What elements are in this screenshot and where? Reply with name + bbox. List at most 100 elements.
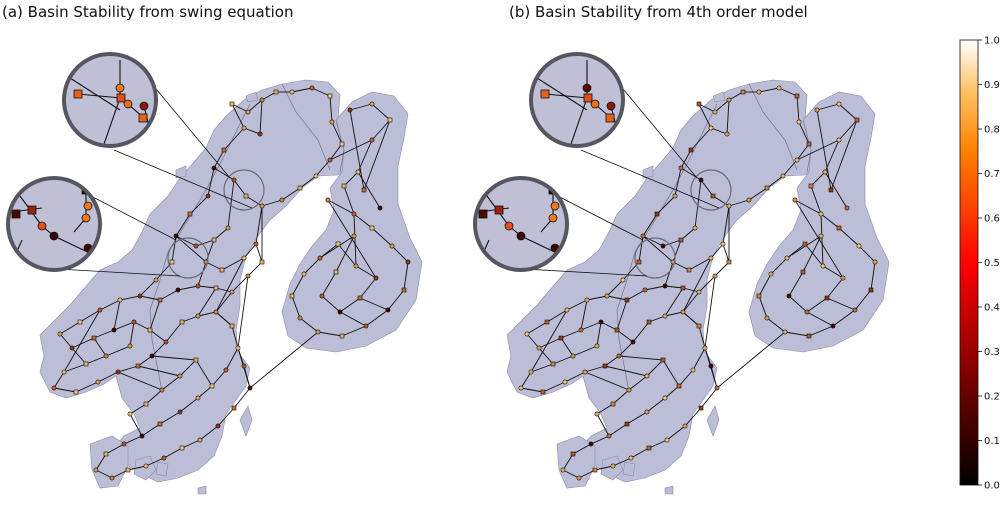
zoom-consumer-node	[504, 221, 514, 231]
transmission-line	[339, 311, 367, 327]
generator-node	[794, 93, 800, 99]
consumer-node	[301, 271, 307, 277]
transmission-line	[682, 287, 700, 293]
zoom-generator-node	[27, 205, 37, 215]
transmission-line	[770, 257, 788, 275]
transmission-line	[538, 337, 562, 349]
consumer-node	[764, 315, 770, 321]
transmission-line	[197, 285, 217, 289]
zoom-consumer-node	[139, 101, 149, 111]
transmission-line	[794, 199, 822, 215]
transmission-line	[227, 179, 235, 229]
transmission-line	[806, 297, 828, 313]
transmission-line	[357, 171, 381, 209]
transmission-line	[700, 387, 718, 409]
generator-node	[361, 187, 367, 193]
zoom-inset-content	[536, 60, 618, 145]
transmission-line	[728, 91, 744, 101]
transmission-line	[560, 329, 582, 339]
transmission-line	[159, 411, 181, 425]
consumer-node	[594, 411, 600, 417]
generator-node	[624, 297, 630, 303]
consumer-node	[97, 307, 103, 313]
transmission-line	[181, 439, 201, 449]
consumer-node	[153, 277, 159, 283]
consumer-node	[844, 205, 850, 211]
consumer-node	[195, 313, 201, 319]
generator-node	[339, 333, 345, 339]
consumer-node	[231, 177, 237, 183]
transmission-line	[700, 179, 714, 197]
consumer-node	[215, 423, 221, 429]
transmission-line	[337, 243, 357, 267]
consumer-node	[708, 125, 714, 131]
transmission-line	[117, 365, 139, 373]
transmission-line	[692, 347, 706, 371]
consumer-node	[289, 89, 295, 95]
transmission-line	[618, 355, 664, 361]
consumer-node	[604, 293, 610, 299]
panel-a-grid-lines	[53, 87, 409, 479]
transmission-line	[343, 171, 359, 187]
transmission-line	[175, 235, 207, 263]
transmission-line	[704, 275, 716, 349]
transmission-line	[552, 355, 574, 365]
consumer-node	[642, 287, 648, 293]
transmission-line	[195, 359, 213, 387]
consumer-node	[792, 197, 798, 203]
consumer-node	[726, 203, 732, 209]
transmission-line	[572, 443, 592, 455]
consumer-node	[768, 271, 774, 277]
transmission-line	[359, 277, 377, 299]
generator-node	[73, 389, 79, 395]
generator-node	[179, 319, 185, 325]
generator-node	[726, 259, 732, 265]
transmission-line	[722, 205, 730, 245]
transmission-line	[642, 213, 658, 237]
transmission-line	[788, 295, 808, 313]
consumer-node	[682, 423, 688, 429]
generator-node	[369, 225, 375, 231]
zoom-consumer-node	[81, 213, 91, 223]
transmission-line	[205, 239, 215, 263]
transmission-line	[662, 239, 682, 247]
transmission-line	[758, 87, 780, 93]
consumer-node	[61, 369, 67, 375]
consumer-node	[385, 307, 391, 313]
transmission-line	[680, 167, 702, 181]
transmission-line	[710, 243, 724, 259]
colorbar-tick-label: 0.6	[984, 214, 1000, 225]
generator-node	[243, 193, 249, 199]
transmission-line	[163, 447, 183, 459]
generator-node	[806, 141, 812, 147]
panel-b-grid-nodes	[518, 85, 878, 481]
transmission-line	[626, 289, 646, 301]
transmission-line	[139, 279, 157, 297]
consumer-node	[351, 211, 357, 217]
consumer-node	[137, 293, 143, 299]
consumer-node	[241, 125, 247, 131]
consumer-node	[678, 165, 684, 171]
consumer-node	[127, 411, 133, 417]
zoom-source-circle	[223, 169, 265, 211]
transmission-line	[211, 369, 227, 387]
zoom-inset-content	[69, 60, 151, 145]
consumer-node	[143, 463, 149, 469]
consumer-node	[814, 107, 820, 113]
transmission-line	[363, 119, 391, 191]
transmission-line	[117, 371, 163, 391]
generator-node	[570, 451, 576, 457]
panel-b-title: (b) Basin Stability from 4th order model	[509, 3, 808, 21]
transmission-line	[604, 365, 648, 377]
zoom-consumer-node	[123, 99, 133, 109]
transmission-line	[105, 443, 125, 455]
transmission-line	[616, 329, 634, 343]
generator-node	[231, 405, 237, 411]
consumer-node	[818, 211, 824, 217]
transmission-line	[562, 469, 580, 479]
zoom-generator-node	[478, 209, 488, 219]
colorbar-tick-label: 0.2	[984, 392, 1000, 403]
transmission-line	[175, 213, 191, 237]
transmission-line	[329, 143, 343, 161]
transmission-line	[566, 299, 588, 311]
